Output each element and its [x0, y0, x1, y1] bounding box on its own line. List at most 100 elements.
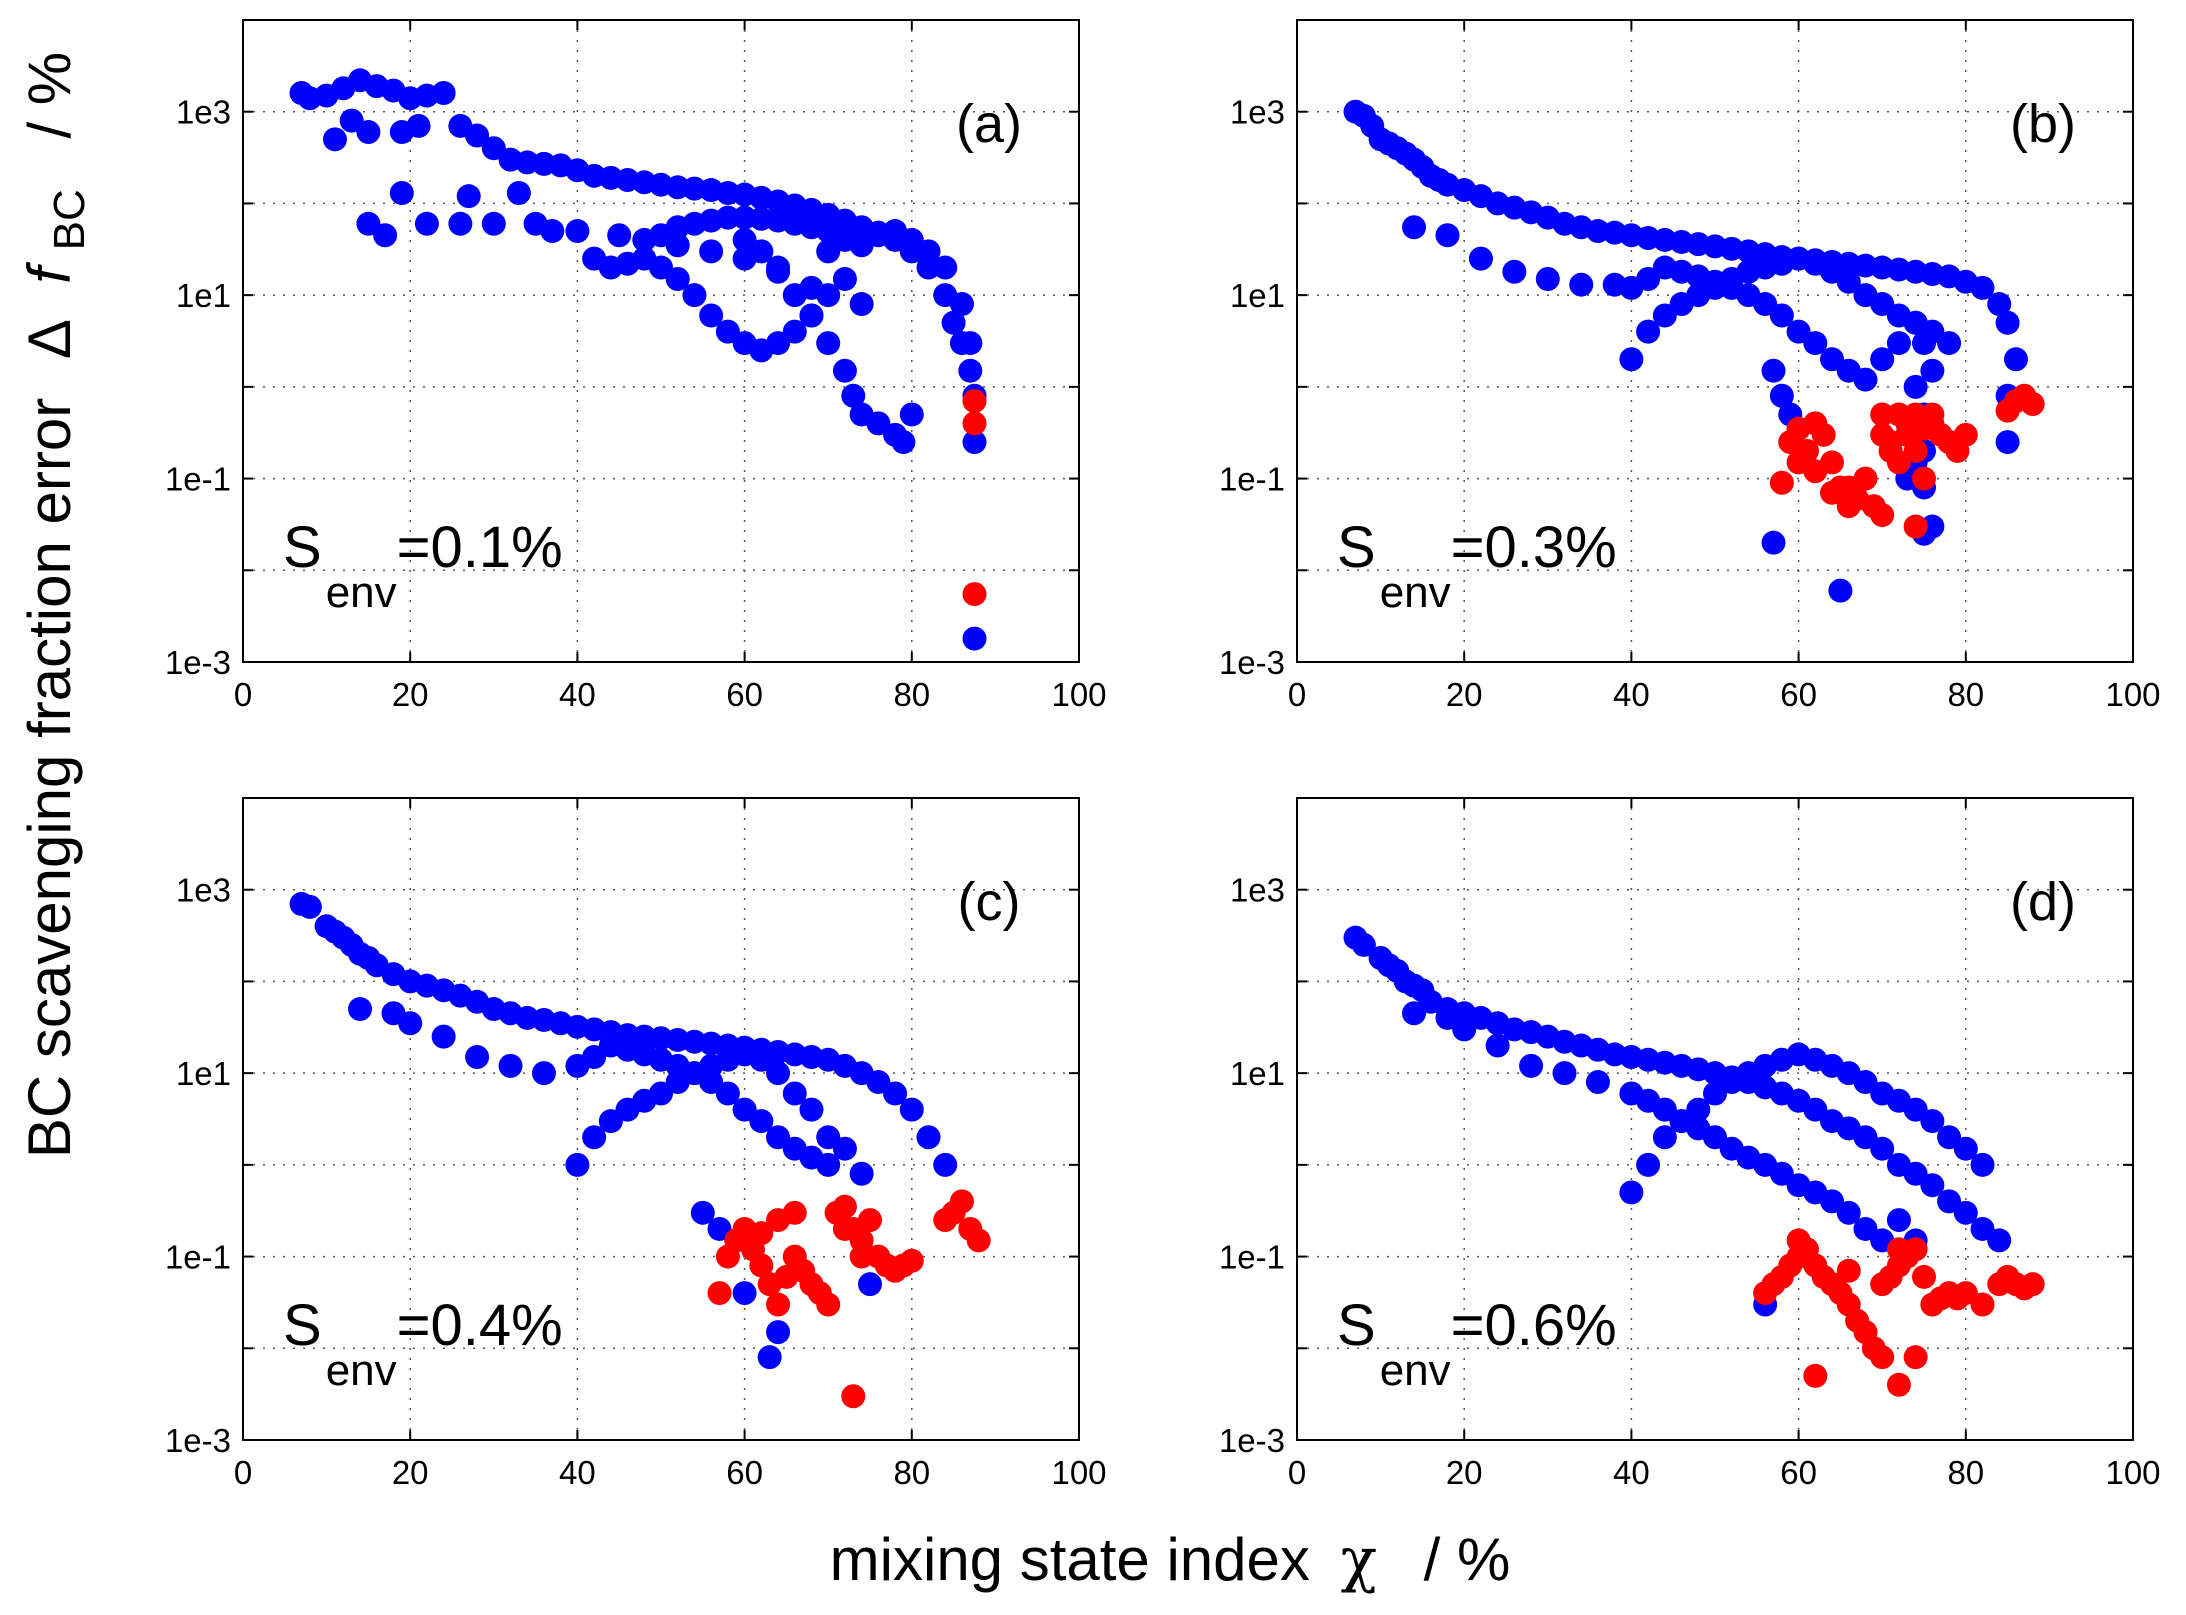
- x-tick-label: 0: [1288, 1454, 1306, 1491]
- x-tick-label: 20: [1446, 1454, 1483, 1491]
- data-point-blue: [448, 211, 473, 236]
- label-s: S: [1337, 1293, 1376, 1358]
- data-point-blue: [1853, 1070, 1878, 1095]
- y-tick-label: 1e3: [176, 94, 231, 131]
- data-point-blue: [1970, 1216, 1995, 1241]
- data-point-red: [1912, 1264, 1936, 1289]
- y-axis-label: BC scavenging fraction error Δ f BC / %: [16, 52, 97, 1158]
- data-point-red: [1870, 503, 1895, 528]
- label-value: =0.3%: [1451, 515, 1617, 580]
- data-point-blue: [1937, 1189, 1962, 1214]
- panel-label: (b): [2010, 94, 2076, 154]
- x-tick-label: 100: [1051, 676, 1106, 713]
- data-point-blue: [1636, 319, 1661, 344]
- data-point-blue: [682, 283, 707, 308]
- data-point-red: [766, 1292, 791, 1317]
- x-tick-label: 60: [1780, 676, 1817, 713]
- data-point-blue: [322, 127, 347, 152]
- x-tick-label: 20: [1446, 676, 1483, 713]
- data-point-blue: [1886, 331, 1911, 356]
- data-point-blue: [958, 358, 983, 383]
- data-point-blue: [1870, 1136, 1895, 1161]
- data-point-blue: [916, 239, 941, 264]
- x-tick-label: 20: [392, 1454, 429, 1491]
- data-point-blue: [1886, 1208, 1911, 1233]
- label-env: env: [326, 1346, 397, 1395]
- data-point-blue: [1402, 215, 1427, 240]
- data-point-blue: [1853, 367, 1878, 392]
- data-point-blue: [832, 266, 857, 291]
- x-axis-label: mixing state index χ / %: [830, 1525, 1511, 1595]
- data-point-blue: [883, 1081, 908, 1106]
- label-env: env: [326, 568, 397, 617]
- data-point-blue: [766, 331, 791, 356]
- data-point-blue: [1552, 1061, 1577, 1086]
- data-point-blue: [649, 1081, 673, 1106]
- data-point-blue: [498, 1053, 523, 1078]
- data-point-blue: [962, 626, 987, 651]
- data-point-red: [1903, 1237, 1928, 1262]
- data-point-blue: [1903, 374, 1928, 399]
- data-point-red: [1870, 1345, 1895, 1370]
- data-point-blue: [1912, 331, 1936, 356]
- data-point-blue: [1953, 1200, 1978, 1225]
- data-point-blue: [481, 136, 506, 161]
- data-point-blue: [715, 319, 740, 344]
- data-point-blue: [1703, 1125, 1727, 1150]
- x-tick-label: 100: [2105, 1454, 2160, 1491]
- data-point-blue: [1652, 1097, 1677, 1122]
- data-point-blue: [757, 1345, 782, 1370]
- data-point-blue: [1502, 259, 1527, 284]
- data-point-red: [832, 1216, 857, 1241]
- data-point-blue: [1769, 1161, 1794, 1186]
- data-point-red: [749, 1253, 774, 1278]
- data-point-blue: [841, 383, 866, 408]
- x-axis-label-chi: χ: [1341, 1525, 1377, 1595]
- data-point-blue: [1619, 347, 1644, 372]
- y-axis-label-delta: Δ: [16, 320, 83, 359]
- data-point-red: [782, 1200, 807, 1225]
- data-point-blue: [766, 1125, 791, 1150]
- data-point-blue: [665, 266, 690, 291]
- data-point-blue: [749, 1109, 774, 1134]
- x-tick-label: 60: [726, 676, 763, 713]
- data-point-blue: [732, 246, 757, 271]
- label-env: env: [1380, 1346, 1451, 1395]
- data-point-blue: [799, 303, 824, 328]
- data-point-red: [1886, 1237, 1911, 1262]
- data-point-red: [1870, 1272, 1895, 1297]
- data-point-blue: [398, 1011, 423, 1036]
- data-point-blue: [356, 211, 381, 236]
- data-point-red: [1803, 459, 1828, 484]
- data-point-blue: [1903, 310, 1928, 335]
- data-point-blue: [699, 239, 724, 264]
- x-tick-label: 0: [234, 676, 252, 713]
- data-point-red: [1970, 1292, 1995, 1317]
- label-value: =0.4%: [397, 1293, 563, 1358]
- data-point-blue: [849, 1161, 874, 1186]
- data-point-blue: [707, 1216, 732, 1241]
- data-point-red: [1803, 1363, 1828, 1388]
- supersaturation-label: Senv=0.1%: [283, 515, 563, 617]
- x-tick-label: 40: [1613, 676, 1650, 713]
- y-tick-label: 1e1: [1230, 277, 1285, 314]
- data-point-red: [841, 1384, 866, 1409]
- data-point-red: [1995, 398, 2020, 423]
- data-point-blue: [1828, 578, 1853, 603]
- y-tick-label: 1e-3: [165, 1422, 231, 1459]
- data-point-red: [1836, 475, 1861, 500]
- data-point-blue: [1769, 303, 1794, 328]
- data-point-red: [1953, 1281, 1978, 1306]
- data-point-blue: [941, 310, 966, 335]
- data-point-blue: [699, 303, 724, 328]
- x-tick-label: 40: [559, 1454, 596, 1491]
- data-point-blue: [899, 1097, 924, 1122]
- data-point-blue: [832, 358, 857, 383]
- data-point-red: [962, 411, 987, 436]
- data-point-red: [1895, 411, 1920, 436]
- data-point-blue: [1903, 1161, 1928, 1186]
- data-point-blue: [715, 205, 740, 230]
- data-point-blue: [732, 1281, 757, 1306]
- data-point-blue: [782, 319, 807, 344]
